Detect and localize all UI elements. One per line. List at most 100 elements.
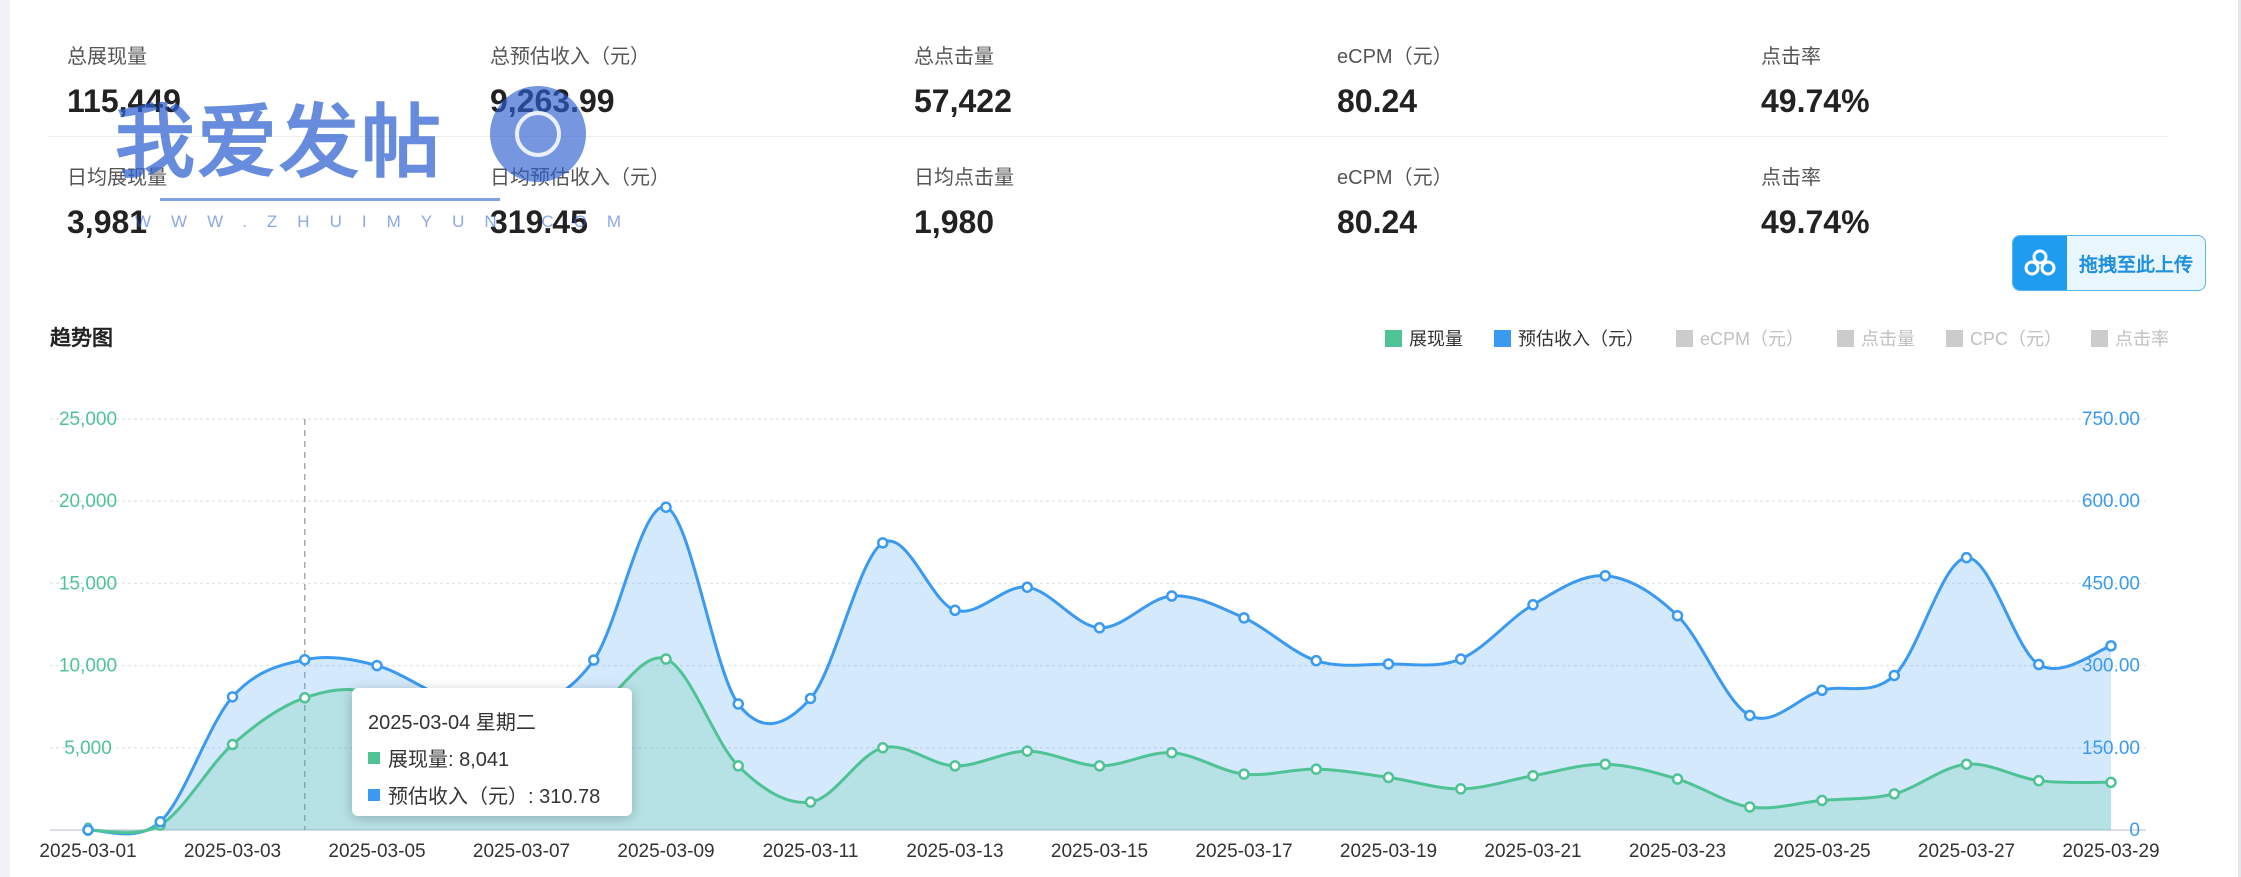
data-point-impressions <box>1455 783 1467 795</box>
upload-drop-button[interactable]: 拖拽至此上传 <box>2012 235 2206 291</box>
tooltip-row-impressions: 展现量: 8,041 <box>368 743 616 772</box>
legend-label: 预估收入（元） <box>1518 329 1644 349</box>
data-point-impressions <box>804 796 817 808</box>
stat-value: 115,449 <box>67 83 181 119</box>
data-point-impressions <box>877 742 889 754</box>
stat-label: eCPM（元） <box>1337 46 1453 68</box>
legend-swatch <box>1494 329 1511 347</box>
x-tick-label: 2025-03-17 <box>1195 841 1292 862</box>
stat-value: 80.24 <box>1337 83 1418 119</box>
data-point-revenue <box>154 816 166 828</box>
data-point-revenue <box>1455 653 1467 665</box>
data-point-revenue <box>1238 612 1250 624</box>
data-point-revenue <box>877 537 889 549</box>
data-point-impressions <box>1744 801 1756 813</box>
stat-label: 总预估收入（元） <box>490 46 650 68</box>
data-point-revenue <box>1960 551 1973 564</box>
stat-label: 日均点击量 <box>914 167 1014 189</box>
y-left-tick-label: 25,000 <box>59 409 117 430</box>
y-right-tick-label: 0 <box>2129 820 2140 841</box>
x-tick-label: 2025-03-07 <box>473 841 570 862</box>
stat-value: 49.74% <box>1761 204 1870 240</box>
legend-swatch <box>1676 329 1693 347</box>
data-point-impressions <box>1816 794 1828 807</box>
y-right-tick-label: 750.00 <box>2082 409 2140 430</box>
upload-button-label: 拖拽至此上传 <box>2079 254 2194 276</box>
chart-tooltip: 2025-03-04 星期二 展现量: 8,041 预估收入（元）: 310.7… <box>352 688 632 816</box>
data-point-impressions <box>1599 758 1611 770</box>
x-tick-label: 2025-03-15 <box>1051 841 1148 862</box>
x-tick-label: 2025-03-25 <box>1773 841 1870 862</box>
data-point-revenue <box>2033 658 2045 671</box>
stat-daily-ctr: 点击率 49.74% <box>1761 161 1870 241</box>
x-tick-label: 2025-03-27 <box>1918 841 2015 862</box>
legend-item-impressions[interactable]: 展现量 <box>1385 325 1463 351</box>
legend-item-clicks[interactable]: 点击量 <box>1837 325 1915 351</box>
data-point-impressions <box>226 738 239 751</box>
y-left-tick-label: 15,000 <box>59 573 117 594</box>
x-tick-label: 2025-03-09 <box>617 841 714 862</box>
stats-panel: 总展现量 115,449 总预估收入（元） 9,263.99 总点击量 57,4… <box>0 0 2241 260</box>
stat-label: 点击率 <box>1761 167 1821 189</box>
legend-swatch <box>1946 329 1963 347</box>
data-point-revenue <box>1816 684 1828 697</box>
legend-item-cpc[interactable]: CPC（元） <box>1946 325 2062 351</box>
stat-value: 319.45 <box>490 204 588 240</box>
x-tick-label: 2025-03-11 <box>763 841 859 862</box>
legend-item-revenue[interactable]: 预估收入（元） <box>1494 325 1644 351</box>
tooltip-swatch <box>368 788 380 801</box>
x-tick-label: 2025-03-13 <box>906 841 1003 862</box>
data-point-impressions <box>1021 745 1033 757</box>
data-point-impressions <box>1960 758 1973 770</box>
data-point-revenue <box>732 698 744 710</box>
data-point-impressions <box>1527 769 1539 782</box>
stat-daily-impressions: 日均展现量 3,981 <box>67 161 167 241</box>
stat-value: 1,980 <box>914 204 995 240</box>
tooltip-value: 预估收入（元）: 310.78 <box>388 786 601 808</box>
data-point-impressions <box>1093 760 1106 772</box>
legend-label: 展现量 <box>1409 329 1463 349</box>
stat-label: 日均展现量 <box>67 167 167 189</box>
tooltip-swatch <box>368 751 380 764</box>
data-point-impressions <box>732 760 744 772</box>
data-point-revenue <box>226 691 239 703</box>
legend-swatch <box>2091 329 2108 347</box>
y-left-tick-label: 10,000 <box>59 656 117 677</box>
stat-total-impressions: 总展现量 115,449 <box>67 40 181 120</box>
stat-total-clicks: 总点击量 57,422 <box>914 40 1012 120</box>
watermark-url: WWW.ZHUIMYUN.COM <box>135 212 642 231</box>
stat-label: 总展现量 <box>67 46 147 68</box>
data-point-revenue <box>1382 658 1395 670</box>
legend-item-ecpm[interactable]: eCPM（元） <box>1676 325 1804 351</box>
legend-item-ctr[interactable]: 点击率 <box>2091 325 2169 351</box>
data-point-impressions <box>1888 788 1900 800</box>
data-point-revenue <box>1888 669 1900 682</box>
data-point-impressions <box>1166 746 1178 759</box>
data-point-revenue <box>804 692 817 705</box>
data-point-impressions <box>1310 763 1322 775</box>
watermark-overlay: 我爱发帖 WWW.ZHUIMYUN.COM <box>115 78 621 243</box>
x-tick-label: 2025-03-05 <box>328 841 425 862</box>
data-point-revenue <box>371 659 383 672</box>
x-tick-label: 2025-03-03 <box>184 841 281 862</box>
stat-value: 49.74% <box>1761 83 1870 119</box>
data-point-revenue <box>1021 581 1033 593</box>
data-point-impressions <box>1382 771 1395 784</box>
watermark-logo-icon <box>490 86 586 182</box>
stat-ecpm: eCPM（元） 80.24 <box>1337 40 1453 120</box>
x-tick-label: 2025-03-29 <box>2062 841 2159 862</box>
data-point-revenue <box>82 824 94 836</box>
tooltip-value: 展现量: 8,041 <box>388 749 510 771</box>
y-right-tick-label: 150.00 <box>2082 738 2140 759</box>
data-point-impressions <box>2033 774 2045 787</box>
data-point-impressions <box>660 653 672 665</box>
data-point-revenue <box>1093 622 1106 634</box>
stats-divider <box>48 136 2168 137</box>
stat-label: 总点击量 <box>914 46 994 68</box>
legend-label: eCPM（元） <box>1700 329 1805 349</box>
data-point-impressions <box>2105 776 2117 789</box>
y-right-tick-label: 300.00 <box>2082 656 2140 677</box>
x-tick-label: 2025-03-21 <box>1484 841 1581 862</box>
page-right-edge <box>2238 0 2241 877</box>
data-point-revenue <box>1671 609 1684 622</box>
